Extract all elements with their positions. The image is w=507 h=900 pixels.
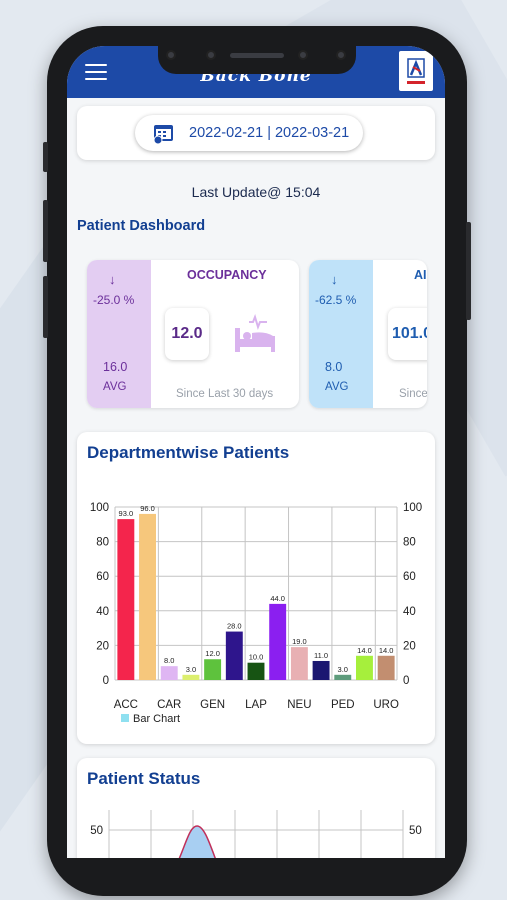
bar-value-label: 28.0: [227, 622, 242, 631]
bar-7: [269, 603, 287, 680]
speaker-grille: [230, 53, 284, 58]
dept-chart-title: Departmentwise Patients: [87, 443, 290, 462]
dept-bar-chart: 0 0 20 20 40 40 60 60 80 80 100 100 93.0 96.0 8.0 3.0 12…: [90, 502, 422, 725]
y-tick-label-right: 50: [409, 825, 422, 837]
menu-icon[interactable]: [85, 64, 107, 80]
hospital-bed-icon: [235, 314, 275, 352]
kpi-value: 12.0: [165, 308, 209, 360]
y-tick-label-right: 0: [403, 675, 409, 687]
bar-10: [334, 674, 352, 680]
bar-6: [247, 662, 265, 680]
bar-value-label: 44.0: [270, 594, 285, 603]
x-tick-label: PED: [331, 699, 355, 711]
x-tick-label: GEN: [200, 699, 225, 711]
status-area-series: [178, 825, 216, 858]
y-tick-label-left: 100: [90, 502, 109, 514]
volume-up-button: [43, 200, 48, 262]
sensor-icon: [336, 50, 346, 60]
x-tick-label: CAR: [157, 699, 181, 711]
down-arrow-icon: ↓: [331, 272, 338, 287]
camera-icon: [166, 50, 176, 60]
kpi-avg-value: 16.0: [103, 360, 128, 374]
bar-value-label: 10.0: [249, 653, 264, 662]
y-tick-label-left: 80: [96, 537, 109, 549]
kpi-card-occupancy[interactable]: ↓ -25.0 % 16.0 AVG OCCUPANCY 12.0 Since …: [87, 260, 299, 408]
x-tick-label: ACC: [114, 699, 138, 711]
kpi-value: 101.0: [388, 308, 427, 360]
app-screen: Back Bone 2022-02-21 | 2022-03-21: [67, 46, 445, 858]
bar-11: [356, 655, 373, 680]
bar-1: [139, 513, 156, 680]
bar-2: [160, 666, 178, 680]
legend-label: Bar Chart: [133, 713, 180, 725]
bar-12: [377, 655, 395, 680]
kpi-title: OCCUPANCY: [187, 268, 267, 282]
kpi-title: AI: [414, 268, 427, 282]
power-button: [466, 222, 471, 320]
kpi-avg-label: AVG: [103, 381, 127, 393]
status-chart-card: Patient Status 50 50: [77, 758, 435, 858]
bar-value-label: 14.0: [357, 646, 372, 655]
down-arrow-icon: ↓: [109, 272, 116, 287]
bar-value-label: 19.0: [292, 637, 307, 646]
date-range-card: 2022-02-21 | 2022-03-21: [77, 106, 435, 160]
phone-notch: [158, 40, 356, 74]
bar-value-label: 11.0: [314, 651, 328, 660]
bar-value-label: 12.0: [205, 649, 220, 658]
bar-value-label: 93.0: [119, 509, 134, 518]
calendar-icon: [153, 125, 173, 144]
kpi-avg-label: AVG: [325, 381, 349, 393]
dept-chart-card: Departmentwise Patients 0 0 20 20 40 40 60 60 80…: [77, 432, 435, 744]
kpi-change-panel: ↓ -62.5 % 8.0 AVG: [309, 260, 373, 408]
y-tick-label-left: 50: [90, 825, 103, 837]
status-chart-title: Patient Status: [87, 769, 201, 788]
x-tick-label: NEU: [287, 699, 311, 711]
bar-value-label: 3.0: [338, 665, 348, 674]
legend-swatch: [121, 714, 129, 722]
date-range-picker[interactable]: 2022-02-21 | 2022-03-21: [135, 115, 363, 151]
y-tick-label-right: 80: [403, 537, 416, 549]
bar-value-label: 96.0: [140, 504, 155, 513]
kpi-change-panel: ↓ -25.0 % 16.0 AVG: [87, 260, 151, 408]
date-range-label: 2022-02-21 | 2022-03-21: [189, 125, 350, 141]
sensor-icon: [206, 50, 216, 60]
y-tick-label-left: 0: [103, 675, 109, 687]
bar-value-label: 3.0: [186, 665, 196, 674]
bar-8: [290, 647, 308, 680]
kpi-card-admissions[interactable]: ↓ -62.5 % 8.0 AVG AI 101.0 Since: [309, 260, 427, 408]
kpi-since: Since: [399, 388, 427, 400]
x-tick-label: LAP: [245, 699, 267, 711]
volume-down-button: [43, 276, 48, 338]
sensor-icon: [298, 50, 308, 60]
y-tick-label-right: 100: [403, 502, 422, 514]
y-tick-label-left: 20: [96, 640, 109, 652]
mute-switch: [43, 142, 48, 172]
bar-3: [182, 674, 200, 680]
bar-9: [312, 660, 330, 680]
bar-0: [117, 519, 135, 680]
kpi-change: -62.5 %: [315, 293, 357, 307]
y-tick-label-right: 60: [403, 571, 416, 583]
hospital-logo: [399, 51, 433, 91]
kpi-change: -25.0 %: [93, 293, 135, 307]
y-tick-label-right: 40: [403, 606, 416, 618]
kpi-avg-value: 8.0: [325, 360, 343, 374]
y-tick-label-left: 60: [96, 571, 109, 583]
kpi-since: Since Last 30 days: [176, 388, 274, 400]
bar-4: [204, 659, 222, 680]
last-update: Last Update@ 15:04: [191, 184, 321, 200]
y-tick-label-left: 40: [96, 606, 109, 618]
dashboard-title: Patient Dashboard: [77, 218, 206, 234]
bar-value-label: 8.0: [164, 656, 174, 665]
status-area-chart: 50 50: [90, 810, 422, 858]
x-tick-label: URO: [373, 699, 399, 711]
bar-value-label: 14.0: [379, 646, 394, 655]
bar-5: [225, 631, 243, 680]
y-tick-label-right: 20: [403, 640, 416, 652]
